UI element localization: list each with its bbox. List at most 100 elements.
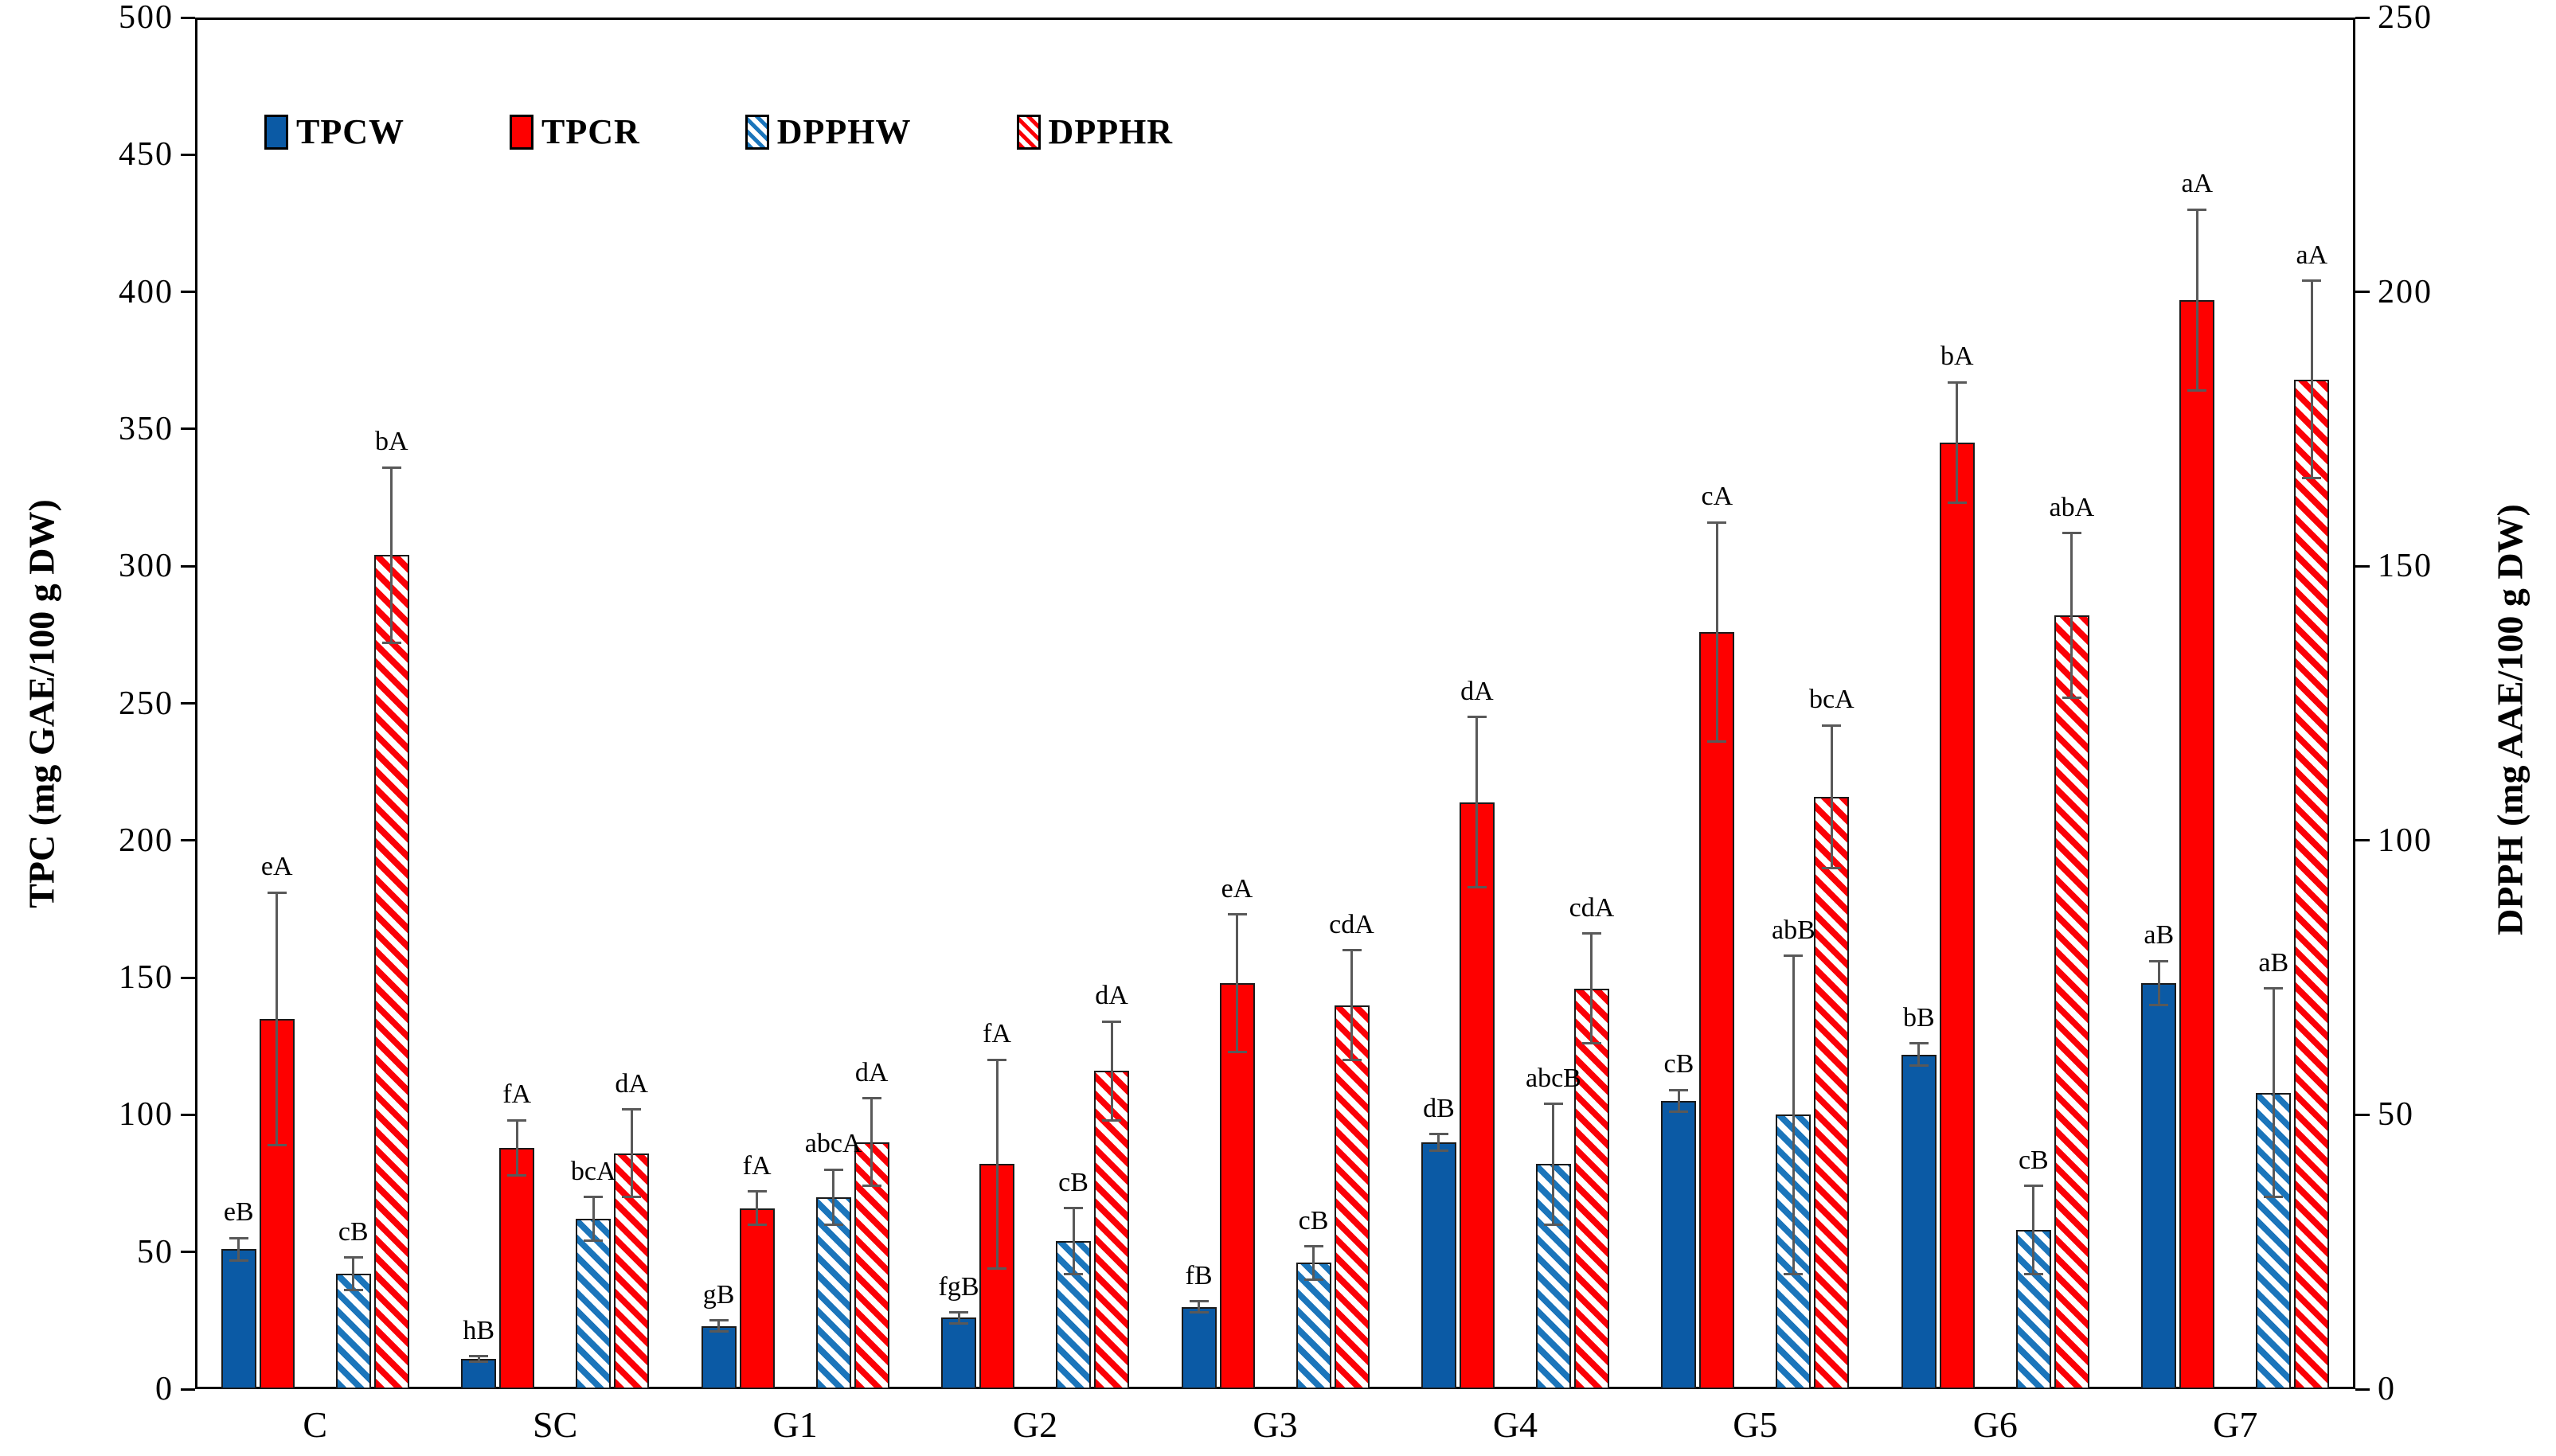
error-cap-bottom [469,1360,489,1364]
significance-label-tpcr-G3: eA [1221,873,1253,904]
error-cap-bottom [709,1330,729,1333]
significance-label-tpcr-G2: fA [983,1019,1011,1049]
significance-label-dpphw-C: cB [338,1216,369,1247]
error-cap-bottom [1947,502,1967,505]
x-axis-category-label-G4: G4 [1492,1404,1538,1445]
bar-dpphr-G4 [1573,988,1609,1389]
significance-label-tpcw-G1: gB [702,1279,735,1310]
error-bar-dpphr-G5 [1830,725,1833,869]
error-bar-dpphr-G3 [1350,950,1353,1060]
error-cap-top [1669,1088,1689,1091]
y-axis-left-tick-label: 150 [119,959,174,997]
error-bar-dpphw-G6 [2032,1185,2035,1274]
bar-dpphw-G6 [2015,1230,2051,1389]
y-axis-right-tick [2355,1388,2370,1391]
y-axis-left-tick-label: 450 [119,136,174,174]
y-axis-right-tick-label: 200 [2378,273,2433,310]
error-cap-top [1707,521,1727,524]
error-bar-tpcw-G5 [1677,1090,1680,1112]
x-axis-category-label-G2: G2 [1012,1404,1058,1445]
error-cap-bottom [747,1223,767,1226]
bar-dpphr-G1 [854,1142,889,1389]
bar-dpphr-G7 [2294,379,2330,1389]
error-cap-bottom [1669,1111,1689,1114]
significance-label-dpphw-G5: abB [1771,915,1815,945]
error-cap-top [2264,987,2284,990]
error-bar-dpphw-G3 [1312,1246,1315,1280]
significance-label-dpphr-G6: abA [2049,492,2095,522]
error-bar-tpcr-G7 [2195,209,2198,391]
error-cap-top [584,1196,604,1199]
error-cap-bottom [2187,389,2207,392]
error-bar-tpcr-G3 [1236,914,1238,1052]
error-bar-dpphw-SC [592,1196,595,1241]
y-axis-left-tick-label: 300 [119,548,174,585]
y-axis-left-tick-label: 0 [155,1371,174,1407]
error-bar-dpphr-G6 [2070,533,2073,698]
significance-label-tpcw-G6: bB [1902,1002,1935,1032]
error-cap-bottom [507,1173,527,1177]
error-cap-bottom [2062,697,2081,700]
y-axis-right-tick [2355,839,2370,842]
error-cap-bottom [2023,1272,2043,1275]
error-bar-dpphr-G4 [1590,933,1593,1044]
y-axis-left-tick-label: 200 [119,822,174,859]
error-bar-tpcr-G1 [756,1191,759,1225]
significance-label-dpphr-G1: dA [854,1057,889,1087]
error-bar-tpcr-C [276,892,279,1146]
significance-label-dpphw-G7: aB [2258,947,2289,978]
error-bar-tpcw-G3 [1198,1301,1200,1313]
significance-label-tpcr-G1: fA [742,1150,772,1181]
error-cap-top [823,1168,843,1171]
error-bar-tpcw-C [237,1238,240,1261]
legend-label-tpcr: TPCR [541,112,640,151]
error-cap-top [1467,716,1487,719]
y-axis-left-tick-label: 100 [119,1096,174,1134]
error-bar-tpcr-G2 [995,1060,999,1269]
error-cap-top [381,466,401,469]
y-axis-left-tick-label: 400 [119,273,174,310]
error-cap-top [2149,959,2169,962]
error-cap-bottom [1303,1278,1323,1281]
legend: TPCW TPCR DPPHW DPPHR [264,111,1173,152]
bar-dpphw-G1 [815,1196,851,1389]
error-bar-tpcw-G6 [1917,1043,1921,1066]
error-bar-dpphw-G1 [832,1169,835,1225]
error-cap-top [469,1355,489,1358]
legend-label-dpphw: DPPHW [776,112,912,151]
y-axis-right-tick-label: 150 [2378,548,2433,585]
error-cap-top [1227,913,1247,916]
error-bar-tpcr-G5 [1715,522,1718,742]
significance-label-dpphr-G5: bcA [1809,685,1854,715]
bar-dpphw-SC [576,1219,612,1389]
significance-label-dpphr-SC: dA [615,1068,648,1099]
significance-label-dpphw-G1: abcA [804,1129,862,1159]
error-cap-bottom [1064,1272,1084,1275]
legend-item-tpcr: TPCR [510,111,640,152]
error-cap-bottom [1428,1149,1448,1152]
y-axis-left-tick [181,427,195,431]
significance-label-tpcr-G7: aA [2181,169,2214,199]
dpphr-swatch-icon [1016,114,1041,150]
significance-label-tpcr-G6: bA [1940,342,1974,372]
error-cap-top [747,1190,767,1193]
significance-label-tpcr-G4: dA [1460,676,1494,706]
error-bar-tpcw-G4 [1437,1134,1440,1151]
error-cap-bottom [1707,740,1727,744]
significance-label-tpcw-G5: cB [1663,1049,1694,1079]
error-cap-bottom [987,1267,1007,1270]
bar-tpcw-G5 [1661,1101,1697,1389]
error-cap-top [2062,532,2081,535]
bar-tpcr-G5 [1699,631,1735,1389]
significance-label-dpphr-G3: cdA [1329,909,1374,939]
error-bar-dpphw-G2 [1072,1208,1075,1274]
significance-label-tpcw-C: eB [223,1197,254,1228]
bar-tpcw-G3 [1181,1306,1217,1389]
error-cap-bottom [2302,477,2322,480]
error-cap-bottom [229,1259,248,1262]
error-cap-bottom [1467,885,1487,888]
y-axis-right-tick-label: 0 [2378,1371,2396,1407]
error-cap-bottom [1102,1118,1122,1122]
bar-dpphr-G6 [2054,615,2089,1389]
